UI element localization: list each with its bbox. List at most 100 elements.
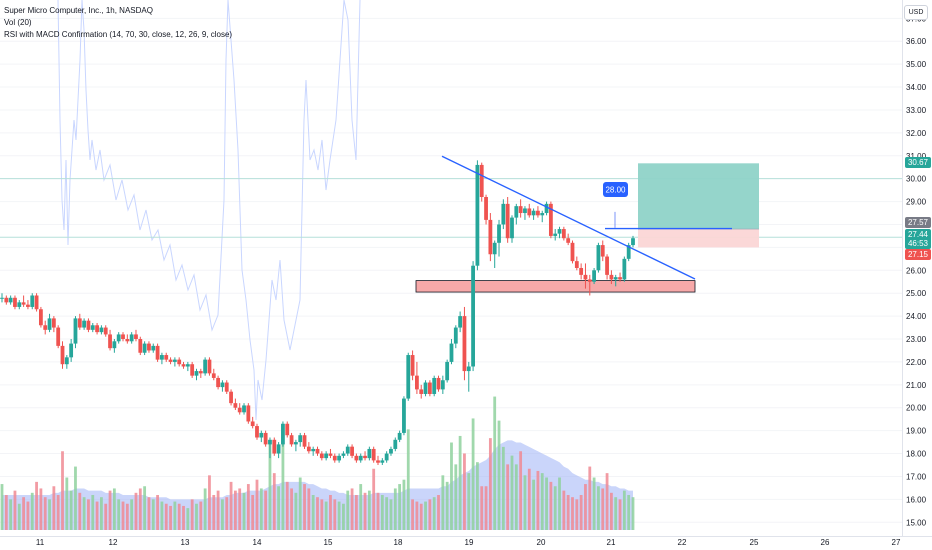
volume-bar (584, 484, 587, 530)
volume-bar (454, 464, 458, 530)
volume-bar (566, 495, 570, 530)
time-tick-label: 11 (36, 538, 45, 547)
stop-price-tag (905, 249, 931, 260)
volume-bar (0, 484, 4, 530)
time-tick-label: 19 (465, 538, 474, 547)
stop-loss-zone[interactable] (638, 229, 759, 248)
volume-bar (480, 486, 484, 530)
volume-bar (609, 492, 613, 530)
candle-body (622, 258, 627, 280)
candle-body (410, 355, 415, 376)
candle-body (449, 343, 454, 362)
candle-body (458, 316, 463, 328)
volume-bar (389, 499, 393, 530)
rsi-macd-indicator-label[interactable]: RSI with MACD Confirmation (14, 70, 30, … (4, 30, 233, 39)
volume-bar (39, 488, 43, 530)
volume-bar (627, 495, 631, 530)
candle-body (354, 455, 359, 461)
candle-body (306, 446, 311, 452)
volume-bar (592, 477, 596, 530)
time-tick-label: 21 (607, 538, 616, 547)
volume-bar (69, 490, 73, 530)
candle-body (328, 453, 333, 456)
symbol-title[interactable]: Super Micro Computer, Inc., 1h, NASDAQ (4, 6, 153, 15)
time-tick-label: 14 (253, 538, 262, 547)
candle-body (371, 448, 376, 461)
candle-body (324, 453, 329, 459)
candle-body (618, 277, 622, 280)
candle-body (587, 279, 592, 282)
alert-badge[interactable] (603, 182, 628, 197)
candle-body (544, 203, 549, 214)
candle-body (605, 256, 609, 275)
price-tick-label: 18.00 (906, 450, 927, 459)
price-tick-label: 35.00 (906, 60, 927, 69)
volume-bar (125, 503, 129, 530)
horizontal-lines-layer (0, 178, 902, 238)
volume-bar (147, 497, 151, 530)
volume-bar (138, 488, 142, 530)
volume-bar (402, 479, 406, 530)
candle-body (540, 213, 545, 216)
candle-body (103, 327, 108, 335)
volume-bar (160, 501, 164, 530)
volume-bar (61, 451, 64, 530)
volume-bar (26, 501, 30, 530)
volume-bar (121, 501, 125, 530)
candle-body (350, 446, 354, 456)
volume-bar (354, 495, 358, 530)
target-price-tag (905, 157, 931, 168)
volume-bar (151, 499, 155, 530)
candle-body (453, 327, 458, 344)
candle-body (471, 265, 475, 367)
currency-button[interactable]: USD (904, 5, 928, 20)
volume-bar (579, 495, 583, 530)
descending-trendline[interactable] (441, 155, 696, 280)
candle-body (626, 245, 631, 259)
volume-bar (87, 499, 90, 530)
volume-bar (13, 490, 17, 530)
volume-bar (463, 453, 466, 530)
drawings-layer: 28.00 (441, 155, 732, 280)
time-tick-label: 18 (394, 538, 403, 547)
chart-legend: Super Micro Computer, Inc., 1h, NASDAQ V… (4, 5, 232, 41)
candle-body (73, 318, 78, 344)
price-tick-label: 25.00 (906, 289, 927, 298)
drawings-back-layer (415, 163, 759, 293)
price-tick-label: 23.00 (906, 335, 927, 344)
candle-body (134, 334, 138, 340)
volume-bar (488, 438, 492, 530)
price-tick-label: 31.00 (906, 152, 927, 161)
volume-layer (0, 396, 635, 530)
time-tick-label: 27 (892, 538, 901, 547)
volume-indicator-label[interactable]: Vol (20) (4, 18, 32, 27)
volume-bar (631, 497, 635, 530)
candle-body (224, 382, 229, 392)
volume-bar (290, 488, 293, 530)
entry-price-tag-text: 27.57 (908, 218, 929, 227)
candle-body (255, 426, 259, 438)
candle-body (138, 339, 143, 353)
support-zone-rect[interactable] (415, 280, 696, 293)
candle-body (389, 448, 393, 454)
volume-bar (510, 455, 514, 530)
volume-bar (316, 497, 319, 530)
candle-body (216, 377, 220, 388)
volume-bar (346, 490, 350, 530)
volume-bar (216, 490, 220, 530)
candle-body (51, 318, 56, 328)
volume-bar (359, 484, 363, 530)
volume-bar (342, 503, 345, 530)
volume-bar (156, 495, 159, 530)
candle-body (475, 164, 480, 266)
candle-body (466, 366, 471, 372)
volume-bar (190, 499, 194, 530)
profit-target-zone[interactable] (638, 163, 759, 230)
time-tick-label: 22 (678, 538, 687, 547)
candle-body (229, 391, 233, 404)
volume-bar (367, 490, 371, 530)
candles-layer (0, 160, 635, 465)
candle-body (527, 208, 532, 216)
